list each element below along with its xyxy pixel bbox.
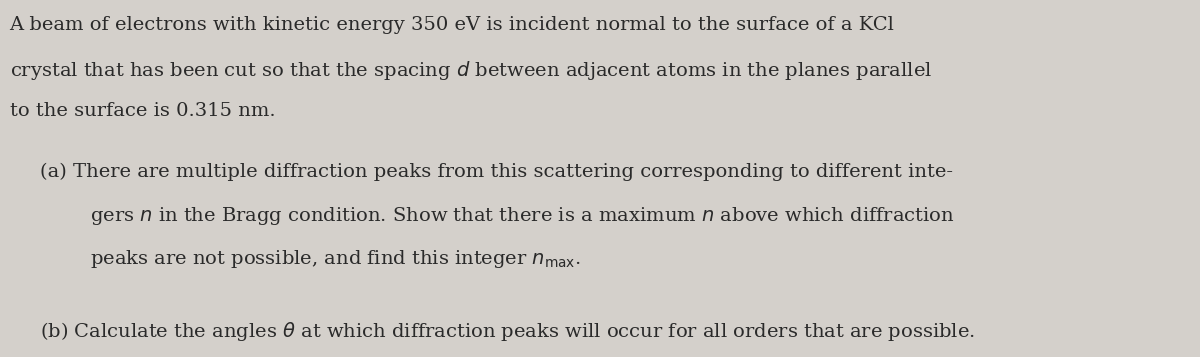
Text: to the surface is 0.315 nm.: to the surface is 0.315 nm. <box>10 102 275 120</box>
Text: gers $n$ in the Bragg condition. Show that there is a maximum $n$ above which di: gers $n$ in the Bragg condition. Show th… <box>90 205 954 227</box>
Text: crystal that has been cut so that the spacing $d$ between adjacent atoms in the : crystal that has been cut so that the sp… <box>10 59 932 82</box>
Text: peaks are not possible, and find this integer $n_{\mathrm{max}}$.: peaks are not possible, and find this in… <box>90 248 581 270</box>
Text: (a) There are multiple diffraction peaks from this scattering corresponding to d: (a) There are multiple diffraction peaks… <box>40 162 953 181</box>
Text: (b) Calculate the angles $\theta$ at which diffraction peaks will occur for all : (b) Calculate the angles $\theta$ at whi… <box>40 320 974 342</box>
Text: A beam of electrons with kinetic energy 350 eV is incident normal to the surface: A beam of electrons with kinetic energy … <box>10 16 894 34</box>
